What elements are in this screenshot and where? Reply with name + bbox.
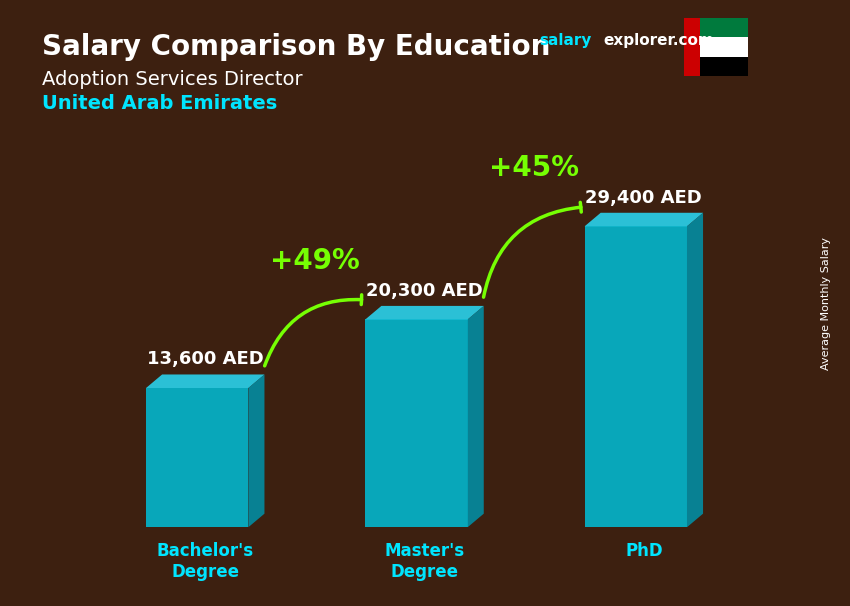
Text: PhD: PhD (625, 542, 663, 561)
Bar (684, 38, 748, 56)
Text: Adoption Services Director: Adoption Services Director (42, 70, 303, 88)
Text: United Arab Emirates: United Arab Emirates (42, 94, 278, 113)
Text: Average Monthly Salary: Average Monthly Salary (821, 236, 831, 370)
Text: Salary Comparison By Education: Salary Comparison By Education (42, 33, 551, 61)
Bar (585, 226, 687, 527)
Bar (366, 319, 468, 527)
Text: 29,400 AED: 29,400 AED (586, 188, 702, 207)
Text: +45%: +45% (490, 154, 579, 182)
Text: +49%: +49% (270, 247, 360, 275)
Text: Bachelor's
Degree: Bachelor's Degree (156, 542, 254, 581)
Polygon shape (687, 213, 703, 527)
Text: Master's
Degree: Master's Degree (384, 542, 465, 581)
Polygon shape (468, 306, 484, 527)
Polygon shape (248, 375, 264, 527)
Bar (684, 56, 748, 76)
Polygon shape (366, 306, 484, 319)
Polygon shape (146, 375, 264, 388)
Text: explorer.com: explorer.com (604, 33, 714, 48)
Text: salary: salary (540, 33, 592, 48)
Polygon shape (585, 213, 703, 226)
Text: 13,600 AED: 13,600 AED (147, 350, 264, 368)
Bar (146, 388, 248, 527)
Bar (684, 18, 700, 76)
Bar (684, 18, 748, 38)
Text: 20,300 AED: 20,300 AED (366, 282, 483, 300)
